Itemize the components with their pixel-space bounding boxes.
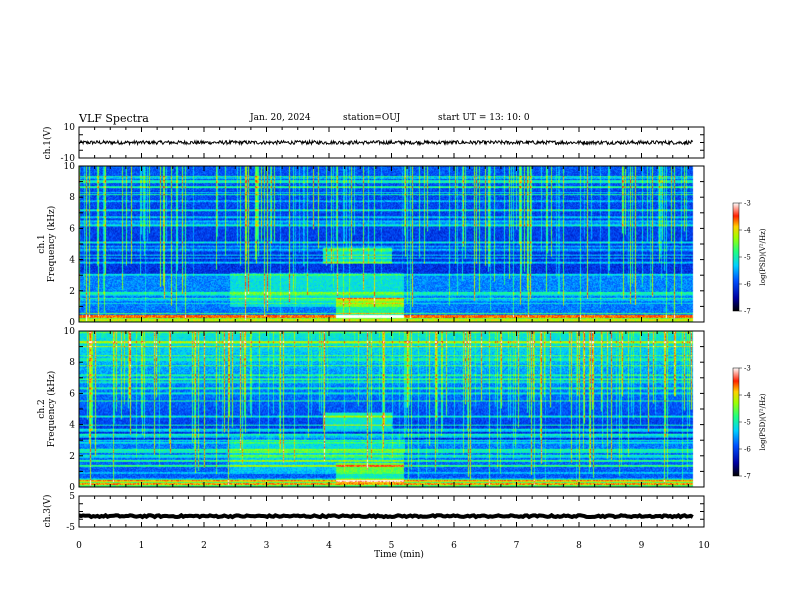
y-tick-label: 10 bbox=[64, 123, 76, 133]
y-tick-label: -5 bbox=[66, 523, 75, 533]
ch3-voltage-trace bbox=[79, 512, 694, 520]
ch1-voltage-ylabel: ch.1(V) bbox=[42, 127, 53, 160]
colorbar-tick-label: -4 bbox=[744, 392, 751, 400]
ch1-voltage-trace bbox=[79, 138, 694, 147]
y-tick-label: -10 bbox=[61, 154, 76, 164]
y-tick-label: 0 bbox=[69, 483, 75, 493]
y-tick-label: 4 bbox=[69, 421, 75, 431]
y-tick-label: 6 bbox=[69, 224, 75, 234]
x-tick-label: 8 bbox=[576, 541, 582, 551]
chart-title: VLF Spectra bbox=[79, 112, 149, 125]
ch1-colorbar-label: log(PSD)(V²/Hz) bbox=[759, 228, 767, 285]
x-tick-label: 7 bbox=[514, 541, 520, 551]
colorbar-tick-label: -7 bbox=[744, 473, 751, 481]
colorbar-tick-label: -6 bbox=[744, 446, 751, 454]
y-tick-label: 6 bbox=[69, 389, 75, 399]
x-tick-label: 9 bbox=[639, 541, 645, 551]
colorbar-tick-label: -3 bbox=[744, 200, 751, 208]
ch1-spectrogram-ylabel-frequency: Frequency (kHz) bbox=[46, 206, 57, 283]
y-tick-label: 4 bbox=[69, 256, 75, 266]
x-axis-label: Time (min) bbox=[374, 549, 424, 560]
ch3-voltage-ylabel: ch.3(V) bbox=[42, 495, 53, 528]
ch2-spectrogram-ylabel-frequency: Frequency (kHz) bbox=[46, 371, 57, 448]
colorbar-tick-label: -4 bbox=[744, 227, 751, 235]
station-label: station=OUJ bbox=[343, 113, 401, 123]
y-tick-label: 10 bbox=[64, 162, 76, 172]
x-tick-label: 6 bbox=[451, 541, 457, 551]
colorbar-tick-label: -5 bbox=[744, 419, 751, 427]
ch2-spectrogram-image bbox=[79, 331, 704, 487]
x-tick-label: 10 bbox=[698, 541, 710, 551]
y-tick-label: 0 bbox=[69, 318, 75, 328]
x-tick-label: 3 bbox=[264, 541, 270, 551]
y-tick-label: 5 bbox=[69, 492, 75, 502]
axis-ticks bbox=[78, 126, 705, 528]
colorbar-tick-label: -3 bbox=[744, 365, 751, 373]
y-tick-label: 8 bbox=[69, 358, 75, 368]
x-tick-label: 1 bbox=[139, 541, 145, 551]
ch1-spectrogram-image bbox=[79, 166, 704, 322]
ch1-colorbar: -3 -4 -5 -6 -7 log(PSD)(V²/Hz) bbox=[732, 200, 767, 316]
spectrogram-raster bbox=[79, 331, 704, 487]
x-tick-label: 4 bbox=[326, 541, 332, 551]
spectrogram-raster bbox=[79, 166, 704, 322]
ch2-spectrogram-ylabel-channel: ch.2 bbox=[37, 399, 47, 418]
x-tick-label: 5 bbox=[389, 541, 395, 551]
y-tick-label: 8 bbox=[69, 193, 75, 203]
x-tick-labels: 0 1 2 3 4 5 6 7 8 9 10 bbox=[76, 541, 710, 551]
ch1-spectrogram-ylabel-channel: ch.1 bbox=[37, 234, 47, 253]
y-tick-label: 2 bbox=[69, 287, 75, 297]
x-tick-label: 2 bbox=[201, 541, 207, 551]
ch2-colorbar: -3 -4 -5 -6 -7 log(PSD)(V²/Hz) bbox=[732, 365, 767, 481]
ch2-colorbar-label: log(PSD)(V²/Hz) bbox=[759, 393, 767, 450]
colorbar-tick-label: -6 bbox=[744, 281, 751, 289]
y-tick-label: 10 bbox=[64, 327, 76, 337]
date-label: Jan. 20, 2024 bbox=[250, 113, 311, 123]
colorbar-tick-label: -7 bbox=[744, 308, 751, 316]
colorbar-tick-label: -5 bbox=[744, 254, 751, 262]
x-tick-label: 0 bbox=[76, 541, 82, 551]
y-tick-label: 2 bbox=[69, 452, 75, 462]
start-time-label: start UT = 13: 10: 0 bbox=[438, 113, 530, 123]
